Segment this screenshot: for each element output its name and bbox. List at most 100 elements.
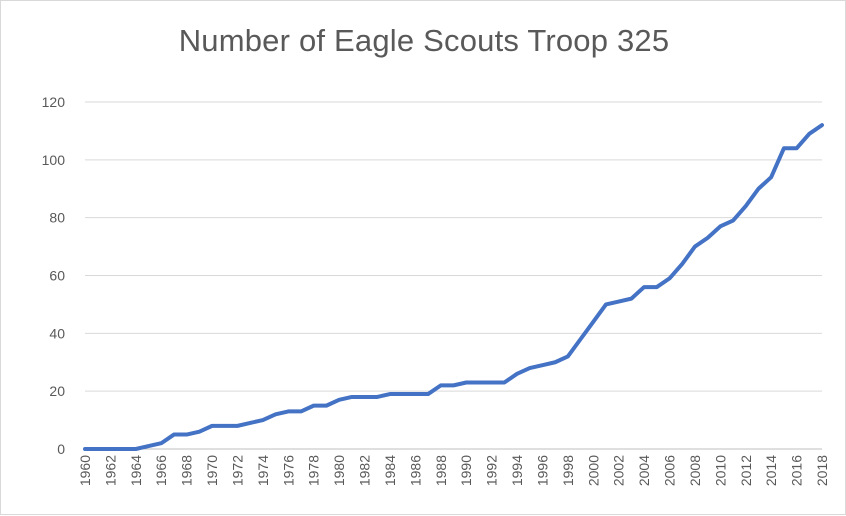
x-tick-label: 1984 <box>382 455 398 486</box>
data-point <box>502 380 506 384</box>
data-point <box>756 187 760 191</box>
data-point <box>134 447 138 451</box>
data-point <box>375 395 379 399</box>
y-tick-label: 40 <box>49 325 65 341</box>
data-point <box>490 380 494 384</box>
x-tick-label: 2008 <box>687 455 703 486</box>
y-tick-label: 0 <box>57 441 65 457</box>
data-point <box>108 447 112 451</box>
data-point <box>540 363 544 367</box>
data-point <box>566 354 570 358</box>
data-point <box>274 412 278 416</box>
data-point <box>401 392 405 396</box>
y-tick-label: 120 <box>42 94 66 110</box>
data-point <box>528 366 532 370</box>
x-tick-label: 2000 <box>585 455 601 486</box>
x-tick-label: 1982 <box>357 455 373 486</box>
x-tick-label: 2006 <box>662 455 678 486</box>
data-point <box>439 383 443 387</box>
x-tick-label: 2012 <box>738 455 754 486</box>
x-tick-label: 1972 <box>229 455 245 486</box>
data-point <box>350 395 354 399</box>
x-tick-label: 2018 <box>814 455 830 486</box>
data-point <box>553 360 557 364</box>
x-tick-label: 1962 <box>102 455 118 486</box>
data-point <box>96 447 100 451</box>
data-point <box>210 424 214 428</box>
data-point <box>629 297 633 301</box>
x-tick-label: 1964 <box>128 455 144 486</box>
x-tick-label: 1986 <box>407 455 423 486</box>
data-point <box>286 409 290 413</box>
data-point <box>706 236 710 240</box>
x-tick-label: 1960 <box>77 455 93 486</box>
data-point <box>718 224 722 228</box>
data-point <box>261 418 265 422</box>
data-point <box>197 430 201 434</box>
x-tick-label: 1990 <box>458 455 474 486</box>
data-point <box>515 372 519 376</box>
data-point <box>223 424 227 428</box>
data-point <box>159 441 163 445</box>
data-point <box>807 132 811 136</box>
y-tick-label: 60 <box>49 268 65 284</box>
x-tick-label: 1978 <box>306 455 322 486</box>
data-point <box>235 424 239 428</box>
data-point <box>579 337 583 341</box>
data-point <box>83 447 87 451</box>
data-point <box>452 383 456 387</box>
data-point <box>185 433 189 437</box>
x-tick-label: 1968 <box>179 455 195 486</box>
data-point <box>388 392 392 396</box>
data-point <box>642 285 646 289</box>
data-point <box>782 146 786 150</box>
data-point <box>147 444 151 448</box>
series-line <box>83 123 824 451</box>
data-point <box>820 123 824 127</box>
data-point <box>413 392 417 396</box>
data-point <box>744 204 748 208</box>
data-point <box>337 398 341 402</box>
data-point <box>172 433 176 437</box>
data-point <box>312 404 316 408</box>
data-point <box>795 146 799 150</box>
data-point <box>248 421 252 425</box>
x-tick-label: 2014 <box>763 455 779 486</box>
x-tick-label: 1994 <box>509 455 525 486</box>
data-point <box>655 285 659 289</box>
x-tick-label: 2016 <box>789 455 805 486</box>
data-point <box>591 320 595 324</box>
chart-title: Number of Eagle Scouts Troop 325 <box>178 23 670 58</box>
data-point <box>426 392 430 396</box>
data-point <box>617 300 621 304</box>
x-tick-label: 1996 <box>534 455 550 486</box>
data-point <box>693 245 697 249</box>
data-point <box>668 276 672 280</box>
x-tick-label: 2004 <box>636 455 652 486</box>
data-point <box>604 302 608 306</box>
data-point <box>680 262 684 266</box>
x-tick-label: 2010 <box>712 455 728 486</box>
data-point <box>731 219 735 223</box>
x-tick-label: 1970 <box>204 455 220 486</box>
data-point <box>299 409 303 413</box>
y-tick-label: 100 <box>42 152 66 168</box>
x-tick-label: 1988 <box>433 455 449 486</box>
data-point <box>477 380 481 384</box>
x-tick-label: 2002 <box>611 455 627 486</box>
y-tick-label: 80 <box>49 210 65 226</box>
y-tick-label: 20 <box>49 383 65 399</box>
data-point <box>324 404 328 408</box>
x-tick-label: 1974 <box>255 455 271 486</box>
x-tick-label: 1992 <box>484 455 500 486</box>
x-tick-label: 1966 <box>153 455 169 486</box>
x-tick-label: 1980 <box>331 455 347 486</box>
data-point <box>121 447 125 451</box>
data-point <box>363 395 367 399</box>
x-tick-label: 1976 <box>280 455 296 486</box>
x-tick-label: 1998 <box>560 455 576 486</box>
data-point <box>769 175 773 179</box>
data-point <box>464 380 468 384</box>
